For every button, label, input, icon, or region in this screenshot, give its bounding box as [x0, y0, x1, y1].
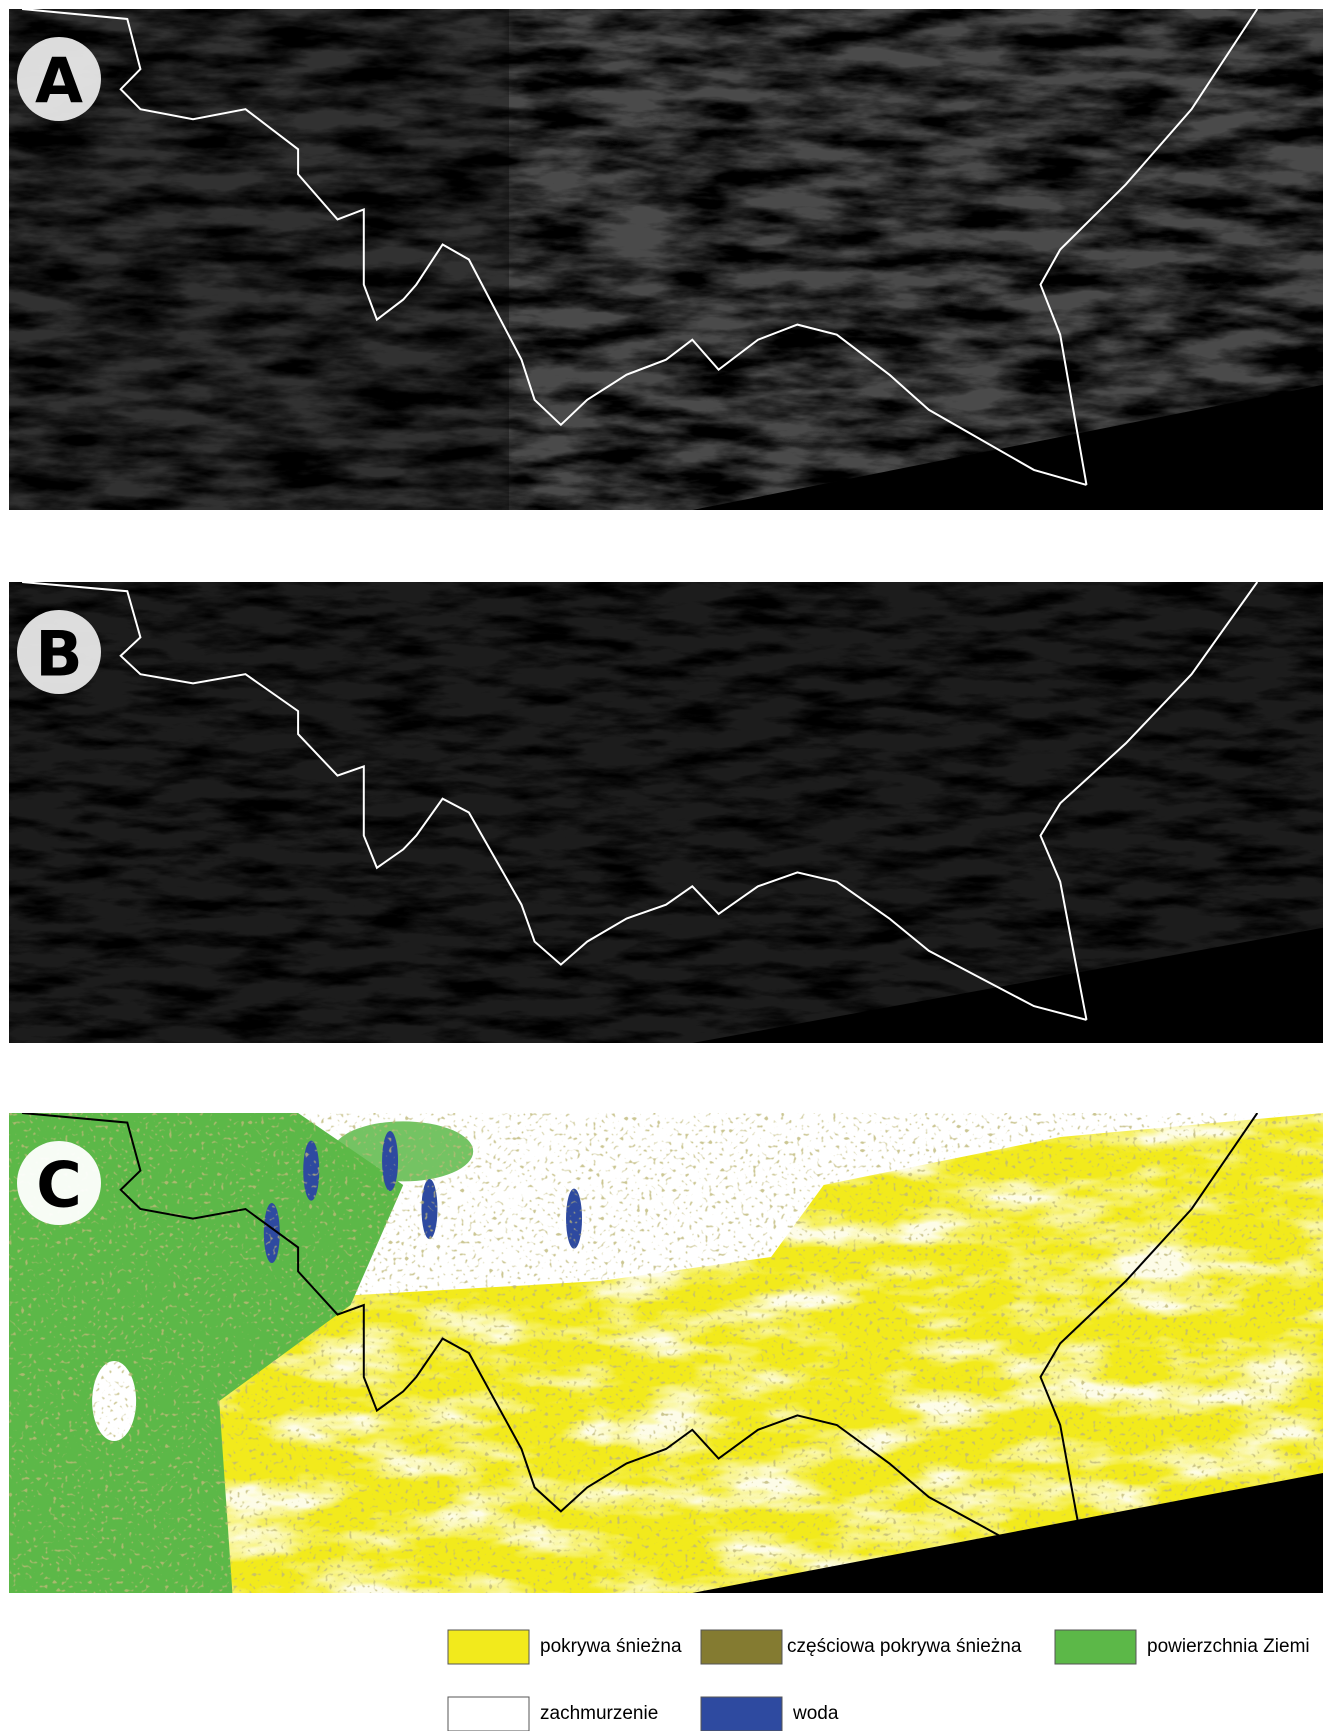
legend-label: zachmurzenie [540, 1703, 658, 1724]
legend-label: powierzchnia Ziemi [1147, 1636, 1310, 1657]
legend-swatch [1055, 1630, 1136, 1664]
legend-label: pokrywa śnieżna [540, 1636, 682, 1657]
panel-label: A [35, 45, 83, 118]
legend-swatch [701, 1630, 782, 1664]
panel-label: B [35, 618, 82, 691]
legend-swatch [448, 1697, 529, 1731]
figure: A B Cpokrywa śnieżna częściowa pokrywa śnie… [0, 0, 1323, 1731]
panel-label: C [36, 1149, 82, 1222]
map-panel: A [9, 9, 1323, 510]
legend-label: częściowa pokrywa śnieżna [787, 1636, 1022, 1657]
legend-label: woda [792, 1703, 839, 1724]
map-panel: C [9, 1113, 1323, 1593]
map-panel: B [9, 582, 1323, 1043]
legend-swatch [448, 1630, 529, 1664]
legend-swatch [701, 1697, 782, 1731]
